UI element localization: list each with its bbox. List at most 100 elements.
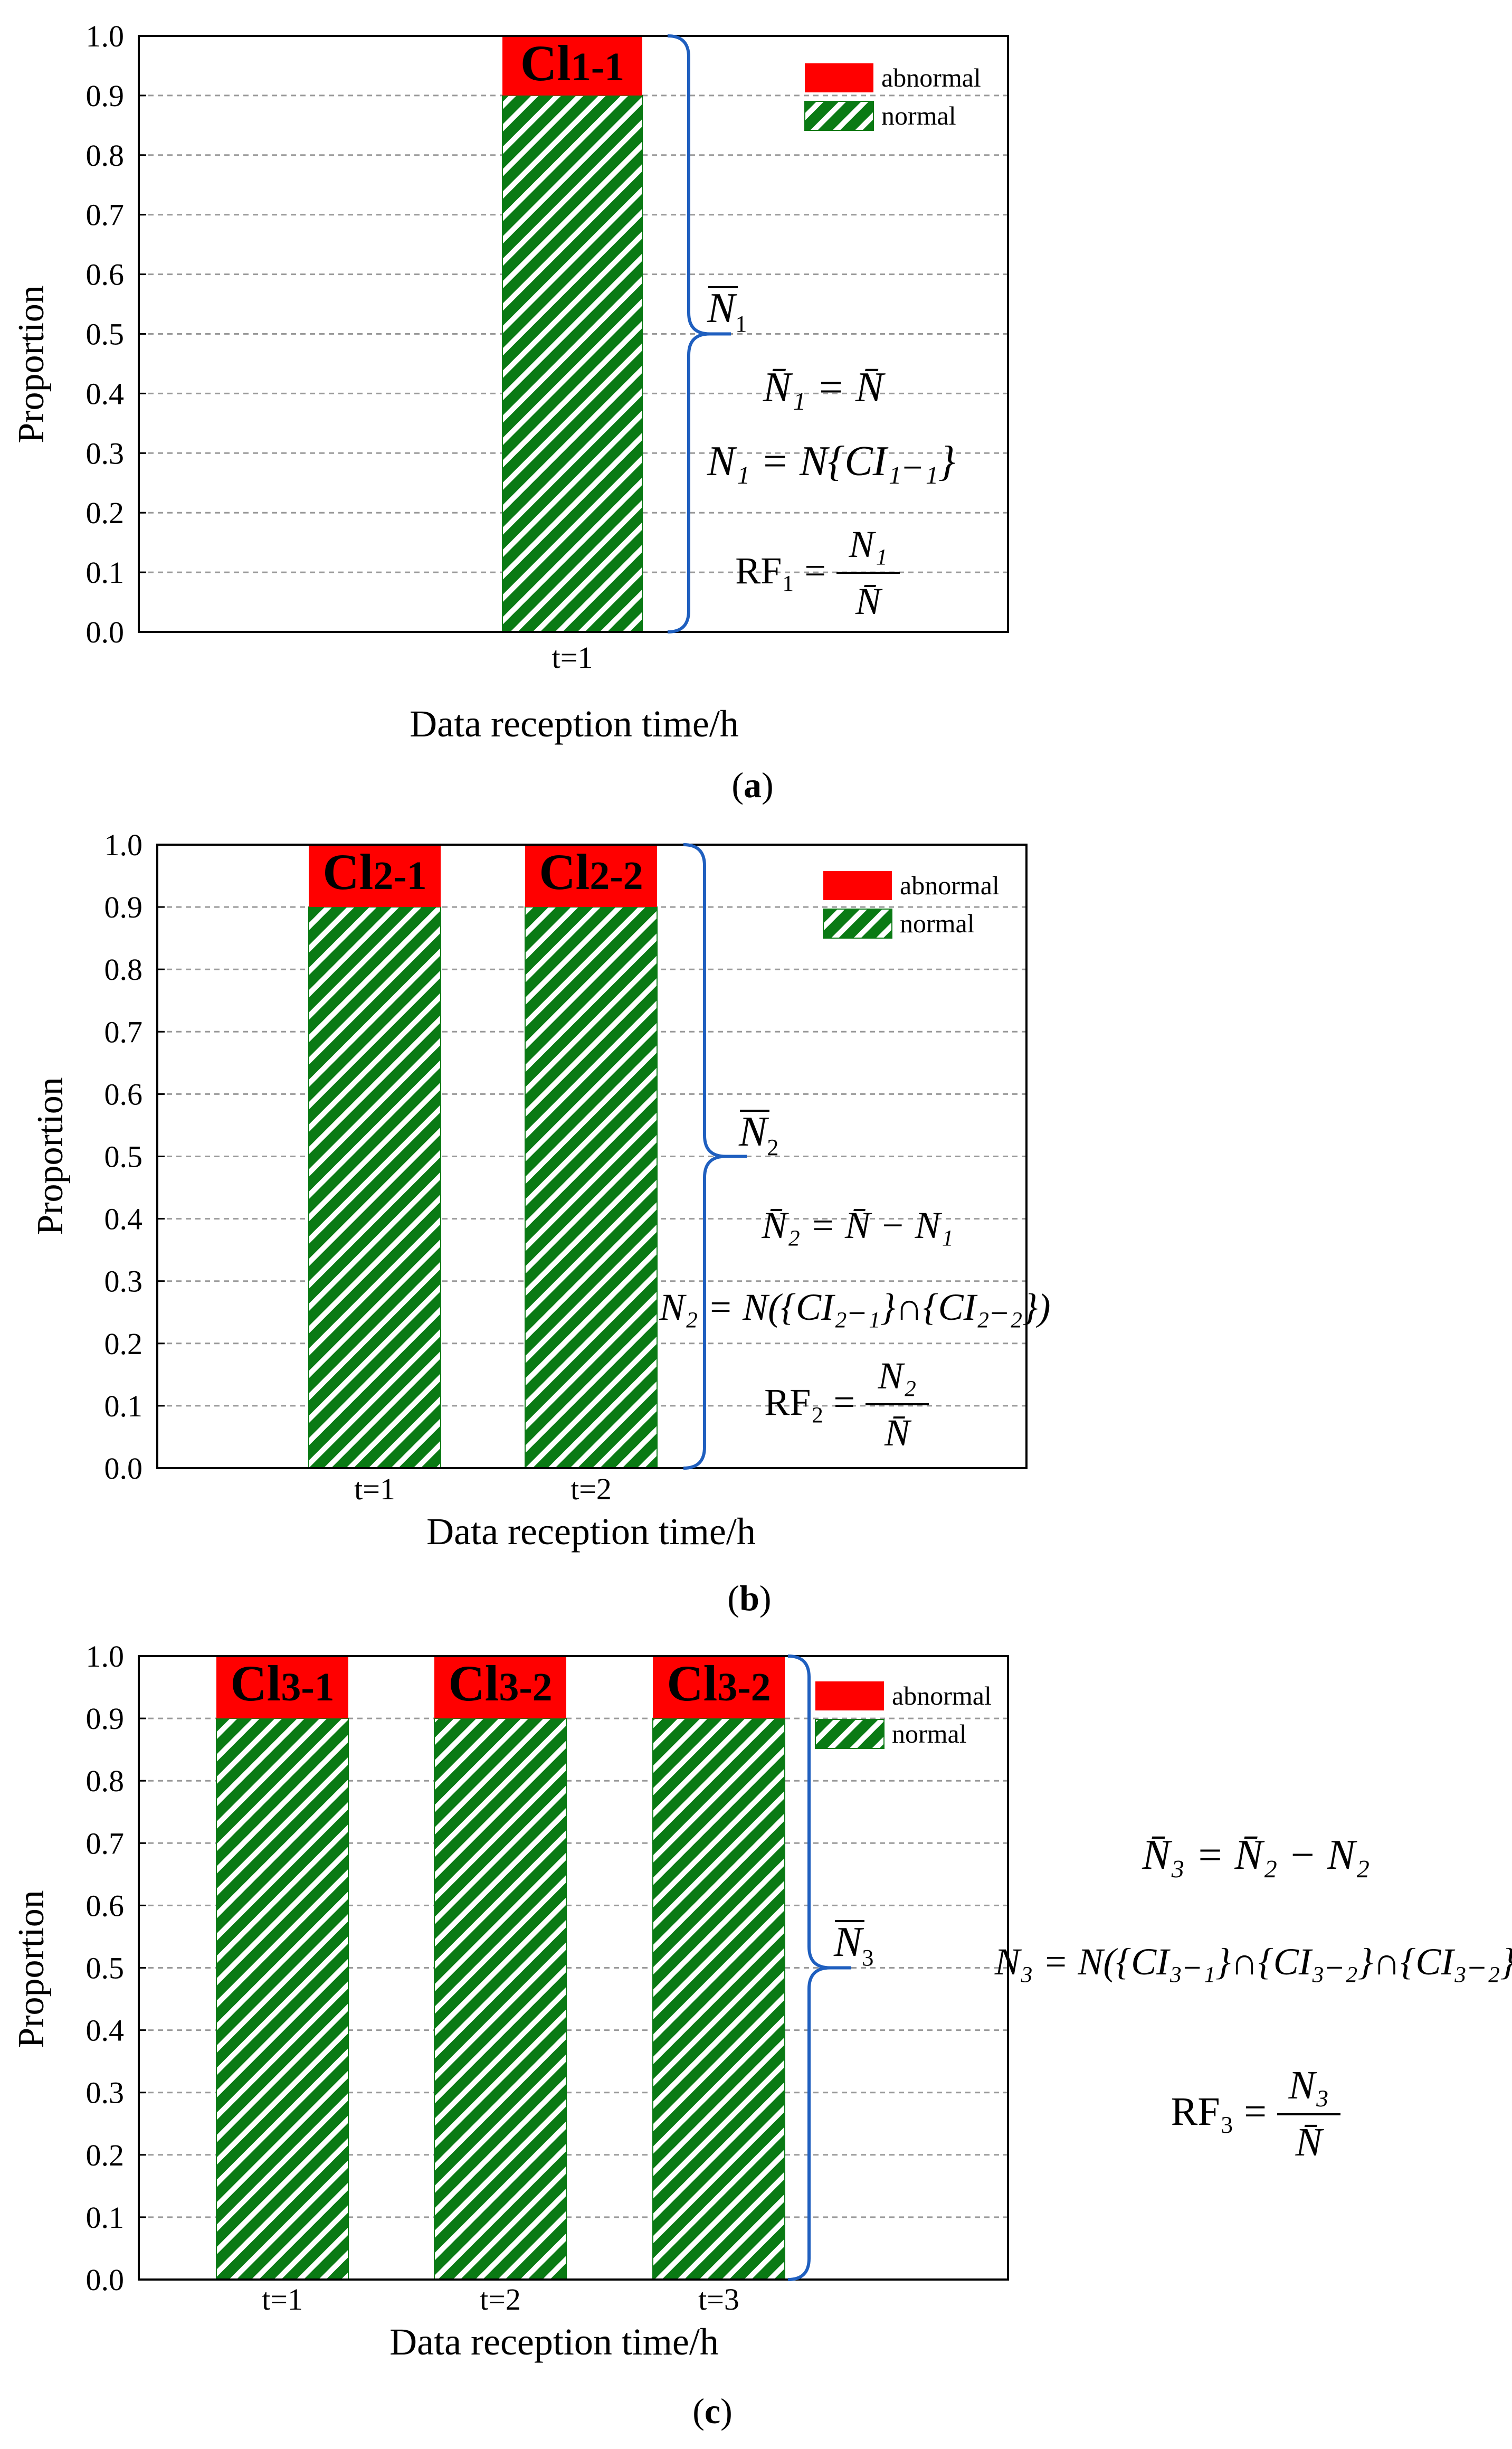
panel-label-letter: c (705, 2391, 720, 2431)
bar-label-1: Cl1-1 (520, 35, 624, 91)
y-tick-label: 0.6 (104, 1077, 143, 1111)
legend-label-abnormal: abnormal (892, 1681, 992, 1710)
y-tick-label: 0.3 (104, 1264, 143, 1299)
bar-abnormal-2 (434, 1656, 566, 1719)
legend-swatch-abnormal (823, 871, 892, 900)
bar-normal-1 (308, 906, 441, 1469)
formula-1: N̄₂ = N̄ − N₁ (761, 1204, 953, 1246)
bar-label-prefix: Cl (322, 844, 373, 900)
y-tick-label: 0.5 (86, 1951, 125, 1985)
x-tick-label: t=1 (354, 1472, 395, 1506)
formula-2: N₂ = N({CI₂₋₁}∩{CI₂₋₂}) (659, 1286, 1051, 1328)
y-tick-label: 0.5 (86, 317, 125, 352)
panel-label-paren-open: ( (727, 1578, 739, 1618)
bar-normal-1 (216, 1718, 349, 2281)
y-tick-label: 1.0 (104, 828, 143, 862)
bar-label-suffix: 2-1 (373, 854, 426, 898)
bar-label-3: Cl3-2 (667, 1655, 771, 1712)
brace-label-sub: 3 (862, 1945, 873, 1971)
y-tick-label: 0.0 (86, 2263, 125, 2297)
y-tick-label: 0.2 (86, 496, 125, 530)
bar-abnormal-1 (502, 36, 642, 96)
legend-label-abnormal: abnormal (881, 63, 981, 92)
formula-denominator-3: N̄ (884, 1412, 912, 1454)
panel-label-a: (a) (731, 765, 773, 805)
y-tick-label: 0.7 (104, 1015, 143, 1049)
chart-panel-a: 0.0 0.1 0.2 0.3 0.4 0.5 0.6 0.7 0.8 0.9 1.0 Cl1-1 t=… (11, 19, 1009, 805)
brace-label-base: N (738, 1109, 769, 1155)
bar-label-prefix: Cl (448, 1655, 499, 1712)
plot-frame (156, 844, 1028, 1469)
bar-label-prefix: Cl (230, 1655, 281, 1712)
panel-label-letter: a (744, 765, 762, 805)
panel-label-c: (c) (692, 2391, 733, 2431)
bar-abnormal-1 (216, 1656, 348, 1719)
y-tick-label: 0.1 (104, 1389, 143, 1423)
x-tick-label: t=3 (698, 2282, 739, 2316)
y-tick-label: 0.2 (104, 1327, 143, 1361)
y-tick-label: 0.3 (86, 436, 125, 470)
y-tick-label: 0.1 (86, 555, 125, 590)
bar-label-suffix: 1-1 (571, 45, 624, 89)
bar-label-1: Cl3-1 (230, 1655, 334, 1712)
panel-label-paren-close: ) (720, 2391, 733, 2431)
brace-label-sub: 2 (767, 1134, 778, 1160)
y-tick-label: 0.8 (104, 952, 143, 987)
formula-lhs-3: RF₂ = (764, 1381, 855, 1423)
y-tick-label: 0.9 (86, 79, 125, 113)
formula-denominator-3: N̄ (855, 580, 883, 622)
y-tick-label: 0.6 (86, 1888, 125, 1923)
y-tick-label: 0.4 (86, 376, 125, 411)
y-tick-label: 0.2 (86, 2138, 125, 2172)
bar-abnormal-1 (309, 845, 441, 907)
brace-label: N3 (833, 1919, 873, 1971)
legend-swatch-normal (804, 101, 874, 131)
bar-label-suffix: 2-2 (589, 854, 643, 898)
legend-label-normal: normal (892, 1719, 967, 1748)
formula-lhs-3: RF₃ = (1171, 2089, 1267, 2134)
formula-denominator-3: N̄ (1295, 2120, 1325, 2164)
y-axis-label: Proportion (30, 1077, 71, 1235)
legend-swatch-normal (823, 909, 892, 939)
y-tick-label: 0.7 (86, 1826, 125, 1860)
formula-2: N₃ = N({CI₃₋₁}∩{CI₃₋₂}∩{CI₃₋₂}) (994, 1941, 1512, 1983)
x-axis-label: Data reception time/h (426, 1510, 756, 1553)
bar-label-2: Cl3-2 (448, 1655, 552, 1712)
legend-swatch-normal (815, 1719, 885, 1749)
legend-label-normal: normal (900, 909, 975, 938)
x-axis-label: Data reception time/h (389, 2321, 719, 2363)
y-tick-label: 0.6 (86, 258, 125, 292)
bar-label-1: Cl2-1 (322, 844, 426, 900)
y-tick-label: 0.7 (86, 198, 125, 232)
bar-label-suffix: 3-2 (499, 1665, 552, 1709)
y-tick-label: 0.4 (86, 2013, 125, 2048)
brace-label-sub: 1 (735, 311, 747, 337)
bar-label-suffix: 3-2 (717, 1665, 771, 1709)
brace-label-base: N (707, 285, 738, 332)
plot-frame (138, 35, 1009, 633)
panel-label-b: (b) (727, 1578, 771, 1618)
formula-2: N₁ = N{CI₁₋₁} (707, 438, 955, 485)
formula-numerator-3: N₁ (848, 523, 887, 565)
panel-label-letter: b (739, 1578, 759, 1618)
legend-label-normal: normal (881, 101, 956, 130)
bar-label-prefix: Cl (667, 1655, 717, 1712)
brace-label-base: N (833, 1919, 864, 1965)
x-tick-label: t=1 (262, 2282, 303, 2316)
formula-numerator-3: N₂ (877, 1355, 916, 1397)
formula-numerator-3: N₃ (1288, 2063, 1329, 2107)
bar-label-prefix: Cl (520, 35, 571, 91)
plot-frame (138, 1655, 1009, 2281)
y-tick-label: 1.0 (86, 1639, 125, 1673)
bar-normal-2 (434, 1718, 567, 2281)
y-axis-label: Proportion (11, 1890, 52, 2048)
y-tick-label: 0.8 (86, 1764, 125, 1798)
brace-label: N2 (738, 1109, 778, 1160)
formula-lhs-3: RF₁ = (735, 550, 826, 592)
bar-normal-3 (652, 1718, 785, 2281)
legend-swatch-abnormal (805, 63, 873, 92)
y-tick-label: 0.9 (86, 1701, 125, 1736)
y-tick-label: 0.4 (104, 1202, 143, 1236)
panel-label-paren-open: ( (692, 2391, 705, 2431)
